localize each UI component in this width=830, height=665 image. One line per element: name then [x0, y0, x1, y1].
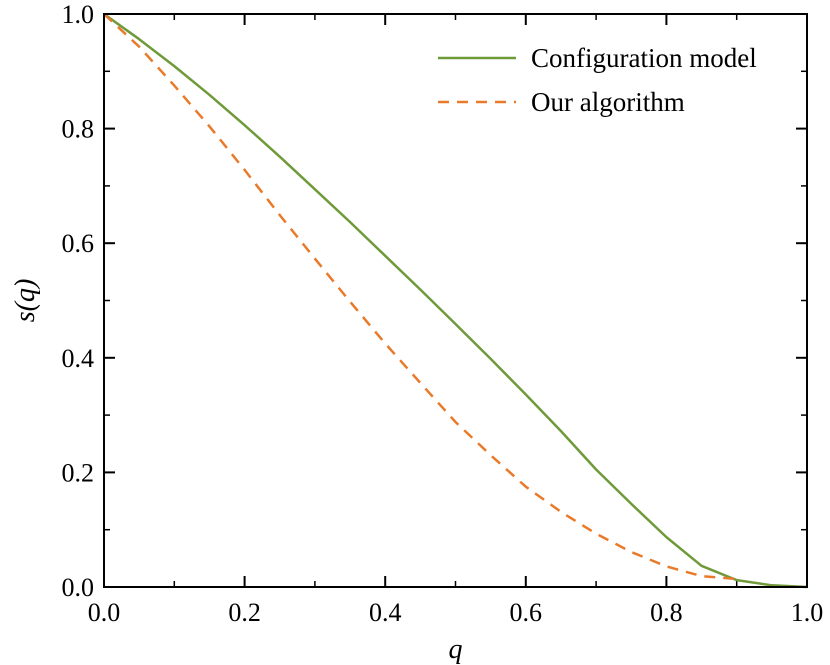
x-tick-label: 1.0 [791, 598, 824, 627]
x-tick-label: 0.2 [228, 598, 261, 627]
series-line-2 [103, 13, 737, 581]
y-tick-label: 0.6 [62, 229, 95, 258]
x-tick-label: 0.6 [510, 598, 543, 627]
x-axis-label: q [449, 634, 463, 665]
x-tick-label: 0.4 [369, 598, 402, 627]
x-tick-label: 0.8 [650, 598, 683, 627]
tick-labels: 0.0 0.2 0.4 0.6 0.8 1.0 0.0 0.2 0.4 0.6 0.8 1.0 [62, 0, 824, 627]
series-layer [103, 12, 808, 589]
y-tick-label: 0.8 [62, 115, 95, 144]
series-line-1 [103, 12, 808, 589]
y-axis-label: s(q) [10, 279, 41, 323]
plot-frame [103, 13, 808, 588]
legend: Configuration model Our algorithm [438, 43, 757, 117]
legend-label-1: Configuration model [531, 43, 757, 73]
y-tick-label: 1.0 [62, 0, 95, 29]
x-tick-label: 0.0 [88, 598, 121, 627]
axis-ticks [103, 13, 808, 588]
y-tick-label: 0.4 [62, 344, 95, 373]
legend-label-2: Our algorithm [531, 87, 685, 117]
y-tick-label: 0.2 [62, 458, 95, 487]
y-tick-label: 0.0 [62, 573, 95, 602]
